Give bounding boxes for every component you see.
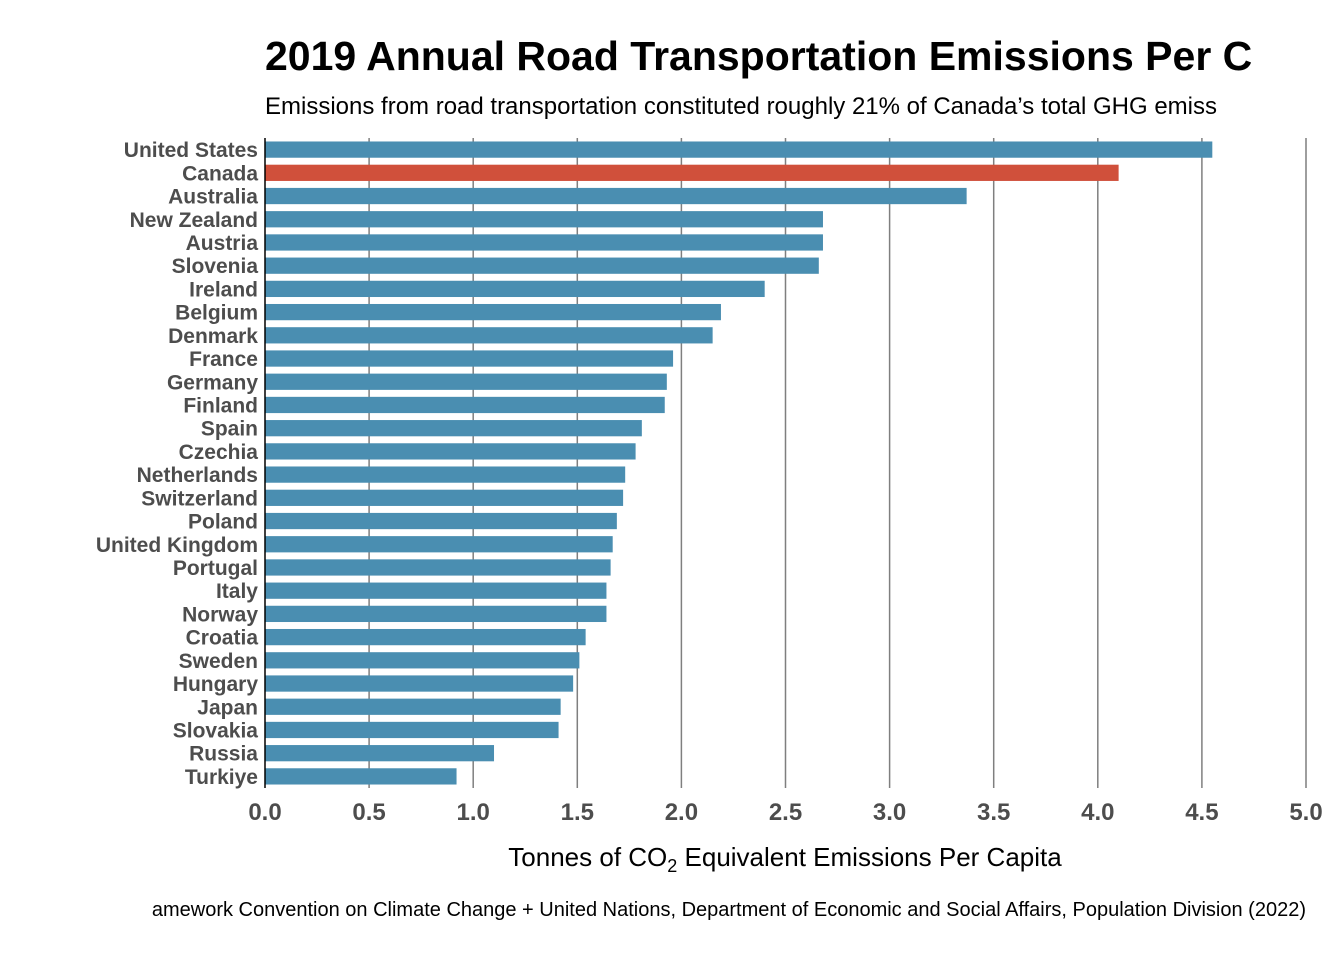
category-label: United States	[124, 139, 258, 162]
bar-turkiye	[265, 768, 457, 785]
bar-czechia	[265, 443, 636, 460]
x-tick-label: 0.5	[352, 799, 385, 826]
category-label: Spain	[201, 418, 258, 441]
bar-ireland	[265, 280, 765, 298]
bar-hungary	[265, 675, 574, 692]
category-label: Croatia	[186, 627, 259, 650]
bar-russia	[265, 745, 495, 762]
category-label: Poland	[188, 511, 258, 534]
x-tick-label: 0.0	[248, 799, 281, 826]
category-label: Russia	[189, 743, 258, 766]
x-tick-label: 2.0	[665, 799, 698, 826]
bar-slovakia	[265, 721, 559, 739]
category-label: Belgium	[175, 302, 258, 325]
category-label: France	[189, 348, 258, 371]
bar-new-zealand	[265, 211, 823, 228]
bar-canada	[265, 164, 1119, 181]
x-axis-title-subscript: 2	[667, 856, 677, 876]
bar-germany	[265, 373, 667, 390]
chart-caption: amework Convention on Climate Change + U…	[151, 899, 1306, 921]
bar-slovenia	[265, 257, 819, 274]
bar-portugal	[265, 559, 611, 576]
bar-italy	[265, 582, 607, 599]
x-tick-label: 3.5	[977, 799, 1010, 826]
bar-switzerland	[265, 489, 624, 506]
category-label: Australia	[168, 186, 258, 209]
category-label: New Zealand	[130, 209, 258, 232]
x-axis-title-prefix: Tonnes of CO	[508, 842, 667, 872]
category-label: United Kingdom	[96, 534, 258, 557]
x-tick-label: 4.5	[1185, 799, 1218, 826]
bar-sweden	[265, 652, 580, 669]
bar-netherlands	[265, 466, 626, 483]
category-label: Japan	[197, 696, 258, 719]
category-label: Austria	[186, 232, 259, 255]
category-label: Slovenia	[172, 255, 259, 278]
category-label: Italy	[216, 580, 258, 603]
bar-belgium	[265, 303, 721, 321]
chart-subtitle: Emissions from road transportation const…	[265, 93, 1218, 120]
bar-japan	[265, 698, 561, 715]
bar-denmark	[265, 327, 713, 344]
bar-united-states	[265, 141, 1213, 158]
x-tick-labels: 0.0 0.5 1.0 1.5 2.0 2.5 3.0 3.5 4.0 4.5 5.0	[248, 799, 1322, 826]
bar-spain	[265, 420, 642, 437]
category-label: Turkiye	[185, 766, 258, 789]
chart-title: 2019 Annual Road Transportation Emission…	[265, 33, 1253, 79]
x-tick-label: 1.5	[561, 799, 594, 826]
bar-finland	[265, 396, 665, 414]
x-tick-label: 2.5	[769, 799, 802, 826]
category-label: Netherlands	[137, 464, 258, 487]
category-label: Sweden	[179, 650, 258, 673]
x-tick-label: 5.0	[1289, 799, 1322, 826]
category-label: Hungary	[173, 673, 259, 696]
x-axis-title-suffix: Equivalent Emissions Per Capita	[677, 842, 1062, 872]
category-label: Finland	[183, 394, 258, 417]
bar-france	[265, 350, 674, 367]
bar-united-kingdom	[265, 536, 613, 553]
x-tick-label: 4.0	[1081, 799, 1114, 826]
category-label: Canada	[182, 162, 258, 185]
bars	[265, 141, 1213, 785]
bar-norway	[265, 605, 607, 623]
category-label: Norway	[182, 603, 258, 626]
bar-austria	[265, 234, 823, 251]
category-label: Switzerland	[141, 487, 258, 510]
bar-australia	[265, 187, 967, 205]
x-tick-label: 3.0	[873, 799, 906, 826]
category-label: Germany	[167, 371, 258, 394]
category-label: Slovakia	[173, 719, 259, 742]
category-label: Ireland	[189, 278, 258, 301]
bar-poland	[265, 512, 617, 530]
x-axis-title: Tonnes of CO2 Equivalent Emissions Per C…	[508, 842, 1062, 876]
x-tick-label: 1.0	[457, 799, 490, 826]
category-label: Portugal	[173, 557, 258, 580]
bar-croatia	[265, 628, 586, 646]
category-label: Denmark	[168, 325, 258, 348]
category-label: Czechia	[179, 441, 259, 464]
